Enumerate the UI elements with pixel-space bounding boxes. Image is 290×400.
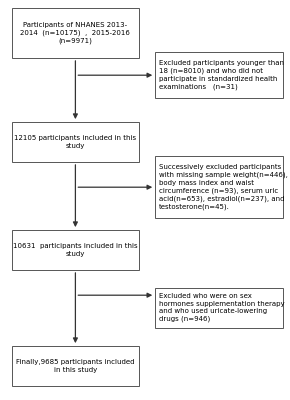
FancyBboxPatch shape	[155, 156, 283, 218]
FancyBboxPatch shape	[155, 52, 283, 98]
FancyBboxPatch shape	[12, 230, 139, 270]
FancyBboxPatch shape	[12, 122, 139, 162]
Text: Excluded who were on sex
hormones supplementation therapy
and who used uricate-l: Excluded who were on sex hormones supple…	[159, 294, 284, 322]
Text: Finally,9685 participants included
in this study: Finally,9685 participants included in th…	[16, 359, 135, 373]
FancyBboxPatch shape	[155, 288, 283, 328]
Text: Successively excluded participants
with missing sample weight(n=446),
body mass : Successively excluded participants with …	[159, 164, 287, 210]
Text: Participants of NHANES 2013-
2014  (n=10175)  ,  2015-2016
(n=9971): Participants of NHANES 2013- 2014 (n=101…	[21, 22, 130, 44]
FancyBboxPatch shape	[12, 8, 139, 58]
Text: 12105 participants included in this
study: 12105 participants included in this stud…	[14, 135, 137, 149]
Text: Excluded participants younger than
18 (n=8010) and who did not
participate in st: Excluded participants younger than 18 (n…	[159, 60, 284, 90]
Text: 10631  participants included in this
study: 10631 participants included in this stud…	[13, 243, 138, 257]
FancyBboxPatch shape	[12, 346, 139, 386]
